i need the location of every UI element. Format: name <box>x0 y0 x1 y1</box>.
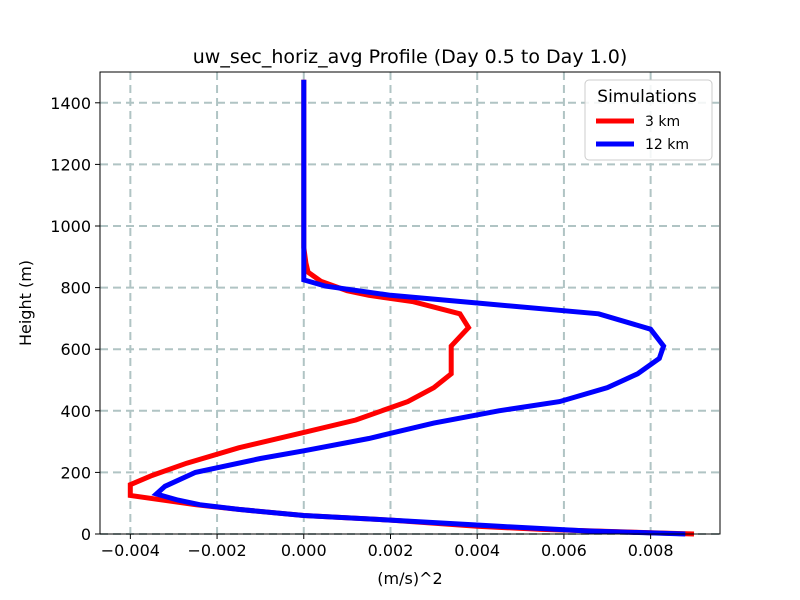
legend-title: Simulations <box>597 87 697 107</box>
x-tick-label: 0.004 <box>454 541 500 560</box>
series-line-12km <box>151 79 686 537</box>
x-tick-label: 0.002 <box>368 541 414 560</box>
chart-title: uw_sec_horiz_avg Profile (Day 0.5 to Day… <box>193 46 627 68</box>
y-tick-label: 800 <box>60 279 91 298</box>
grid <box>100 72 720 535</box>
y-axis: 0 200 400 600 800 1000 1200 1400 <box>50 94 100 544</box>
y-tick-label: 1000 <box>50 217 91 236</box>
x-axis: −0.004 −0.002 0.000 0.002 0.004 0.006 0.008 <box>101 534 674 560</box>
x-tick-label: 0.006 <box>541 541 587 560</box>
x-axis-title: (m/s)^2 <box>377 569 442 588</box>
legend-label-12km: 12 km <box>645 137 689 153</box>
y-tick-label: 0 <box>81 525 91 544</box>
legend-label-3km: 3 km <box>645 114 680 130</box>
plot-frame <box>99 71 721 535</box>
y-tick-label: 1400 <box>50 94 91 113</box>
legend: Simulations 3 km 12 km <box>584 79 713 161</box>
y-axis-title: Height (m) <box>16 260 35 346</box>
legend-box <box>584 79 713 161</box>
y-tick-label: 600 <box>60 340 91 359</box>
series-layer <box>127 79 695 537</box>
x-tick-label: −0.004 <box>101 541 160 560</box>
x-tick-label: −0.002 <box>187 541 246 560</box>
x-tick-label: 0.008 <box>628 541 674 560</box>
y-tick-label: 400 <box>60 402 91 421</box>
x-tick-label: 0.000 <box>281 541 327 560</box>
y-tick-label: 1200 <box>50 155 91 174</box>
y-tick-label: 200 <box>60 463 91 482</box>
